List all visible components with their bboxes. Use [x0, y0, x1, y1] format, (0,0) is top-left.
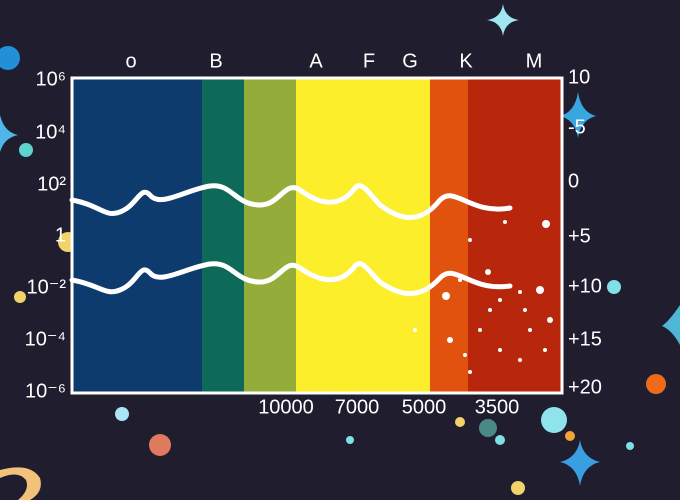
band-k: [430, 78, 468, 393]
band-m: [468, 78, 562, 393]
spectral-class: B: [209, 50, 222, 72]
spectral-class: A: [309, 50, 323, 72]
spectral-class: F: [363, 50, 375, 72]
spectral-bands: [70, 76, 564, 395]
curves: [69, 183, 513, 296]
band-b: [202, 78, 244, 393]
luminosity-label: 10⁴: [35, 121, 66, 143]
star-dots: [413, 220, 553, 374]
spectral-class: K: [459, 50, 473, 72]
temperature-label: 3500: [475, 396, 520, 418]
luminosity-label: 1: [55, 224, 66, 246]
band-a: [244, 78, 296, 393]
magnitude-label: 0: [568, 170, 579, 192]
spectral-class: M: [526, 50, 543, 72]
luminosity-label: 10²: [37, 173, 66, 195]
luminosity-label: 10⁶: [36, 68, 66, 90]
luminosity-label: 10⁻²: [27, 276, 67, 298]
temperature-label: 5000: [402, 396, 447, 418]
spectral-class: o: [125, 50, 136, 72]
temperature-label: 7000: [335, 396, 380, 418]
magnitude-label: +10: [568, 275, 602, 297]
band-fg: [296, 78, 430, 393]
magnitude-label: 10: [568, 66, 590, 88]
magnitude-label: +15: [568, 328, 602, 350]
band-o: [72, 78, 202, 393]
luminosity-label: 10⁻⁴: [25, 328, 66, 350]
temperature-label: 10000: [258, 396, 314, 418]
magnitude-label: -5: [568, 116, 586, 138]
decorations: [0, 4, 680, 500]
magnitude-label: +5: [568, 225, 591, 247]
spectral-class: G: [402, 50, 418, 72]
magnitude-label: +20: [568, 376, 602, 398]
luminosity-label: 10⁻⁶: [25, 380, 66, 402]
frame: [70, 76, 564, 395]
